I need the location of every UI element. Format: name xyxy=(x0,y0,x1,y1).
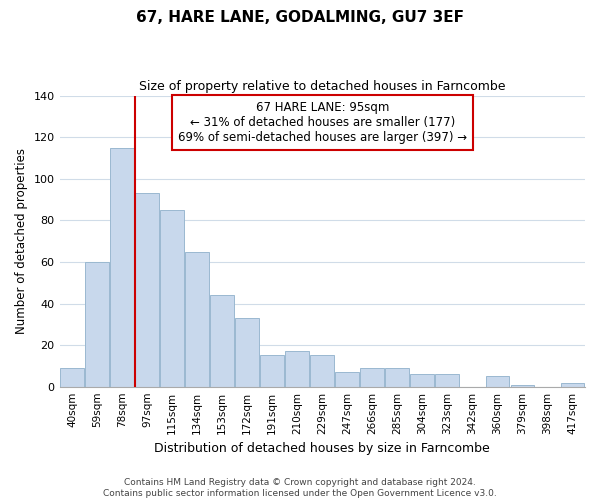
Text: 67, HARE LANE, GODALMING, GU7 3EF: 67, HARE LANE, GODALMING, GU7 3EF xyxy=(136,10,464,25)
Bar xyxy=(135,194,159,386)
Bar xyxy=(361,368,384,386)
Bar xyxy=(560,382,584,386)
Bar xyxy=(185,252,209,386)
Y-axis label: Number of detached properties: Number of detached properties xyxy=(15,148,28,334)
Bar xyxy=(310,356,334,386)
X-axis label: Distribution of detached houses by size in Farncombe: Distribution of detached houses by size … xyxy=(154,442,490,455)
Bar xyxy=(85,262,109,386)
Bar xyxy=(160,210,184,386)
Bar xyxy=(335,372,359,386)
Bar xyxy=(436,374,459,386)
Text: Contains HM Land Registry data © Crown copyright and database right 2024.
Contai: Contains HM Land Registry data © Crown c… xyxy=(103,478,497,498)
Bar xyxy=(485,376,509,386)
Bar xyxy=(60,368,84,386)
Bar xyxy=(286,352,309,386)
Bar xyxy=(410,374,434,386)
Bar xyxy=(385,368,409,386)
Bar xyxy=(260,356,284,386)
Text: 67 HARE LANE: 95sqm
← 31% of detached houses are smaller (177)
69% of semi-detac: 67 HARE LANE: 95sqm ← 31% of detached ho… xyxy=(178,102,467,144)
Title: Size of property relative to detached houses in Farncombe: Size of property relative to detached ho… xyxy=(139,80,506,93)
Bar xyxy=(511,384,535,386)
Bar xyxy=(235,318,259,386)
Bar xyxy=(110,148,134,386)
Bar xyxy=(210,295,234,386)
